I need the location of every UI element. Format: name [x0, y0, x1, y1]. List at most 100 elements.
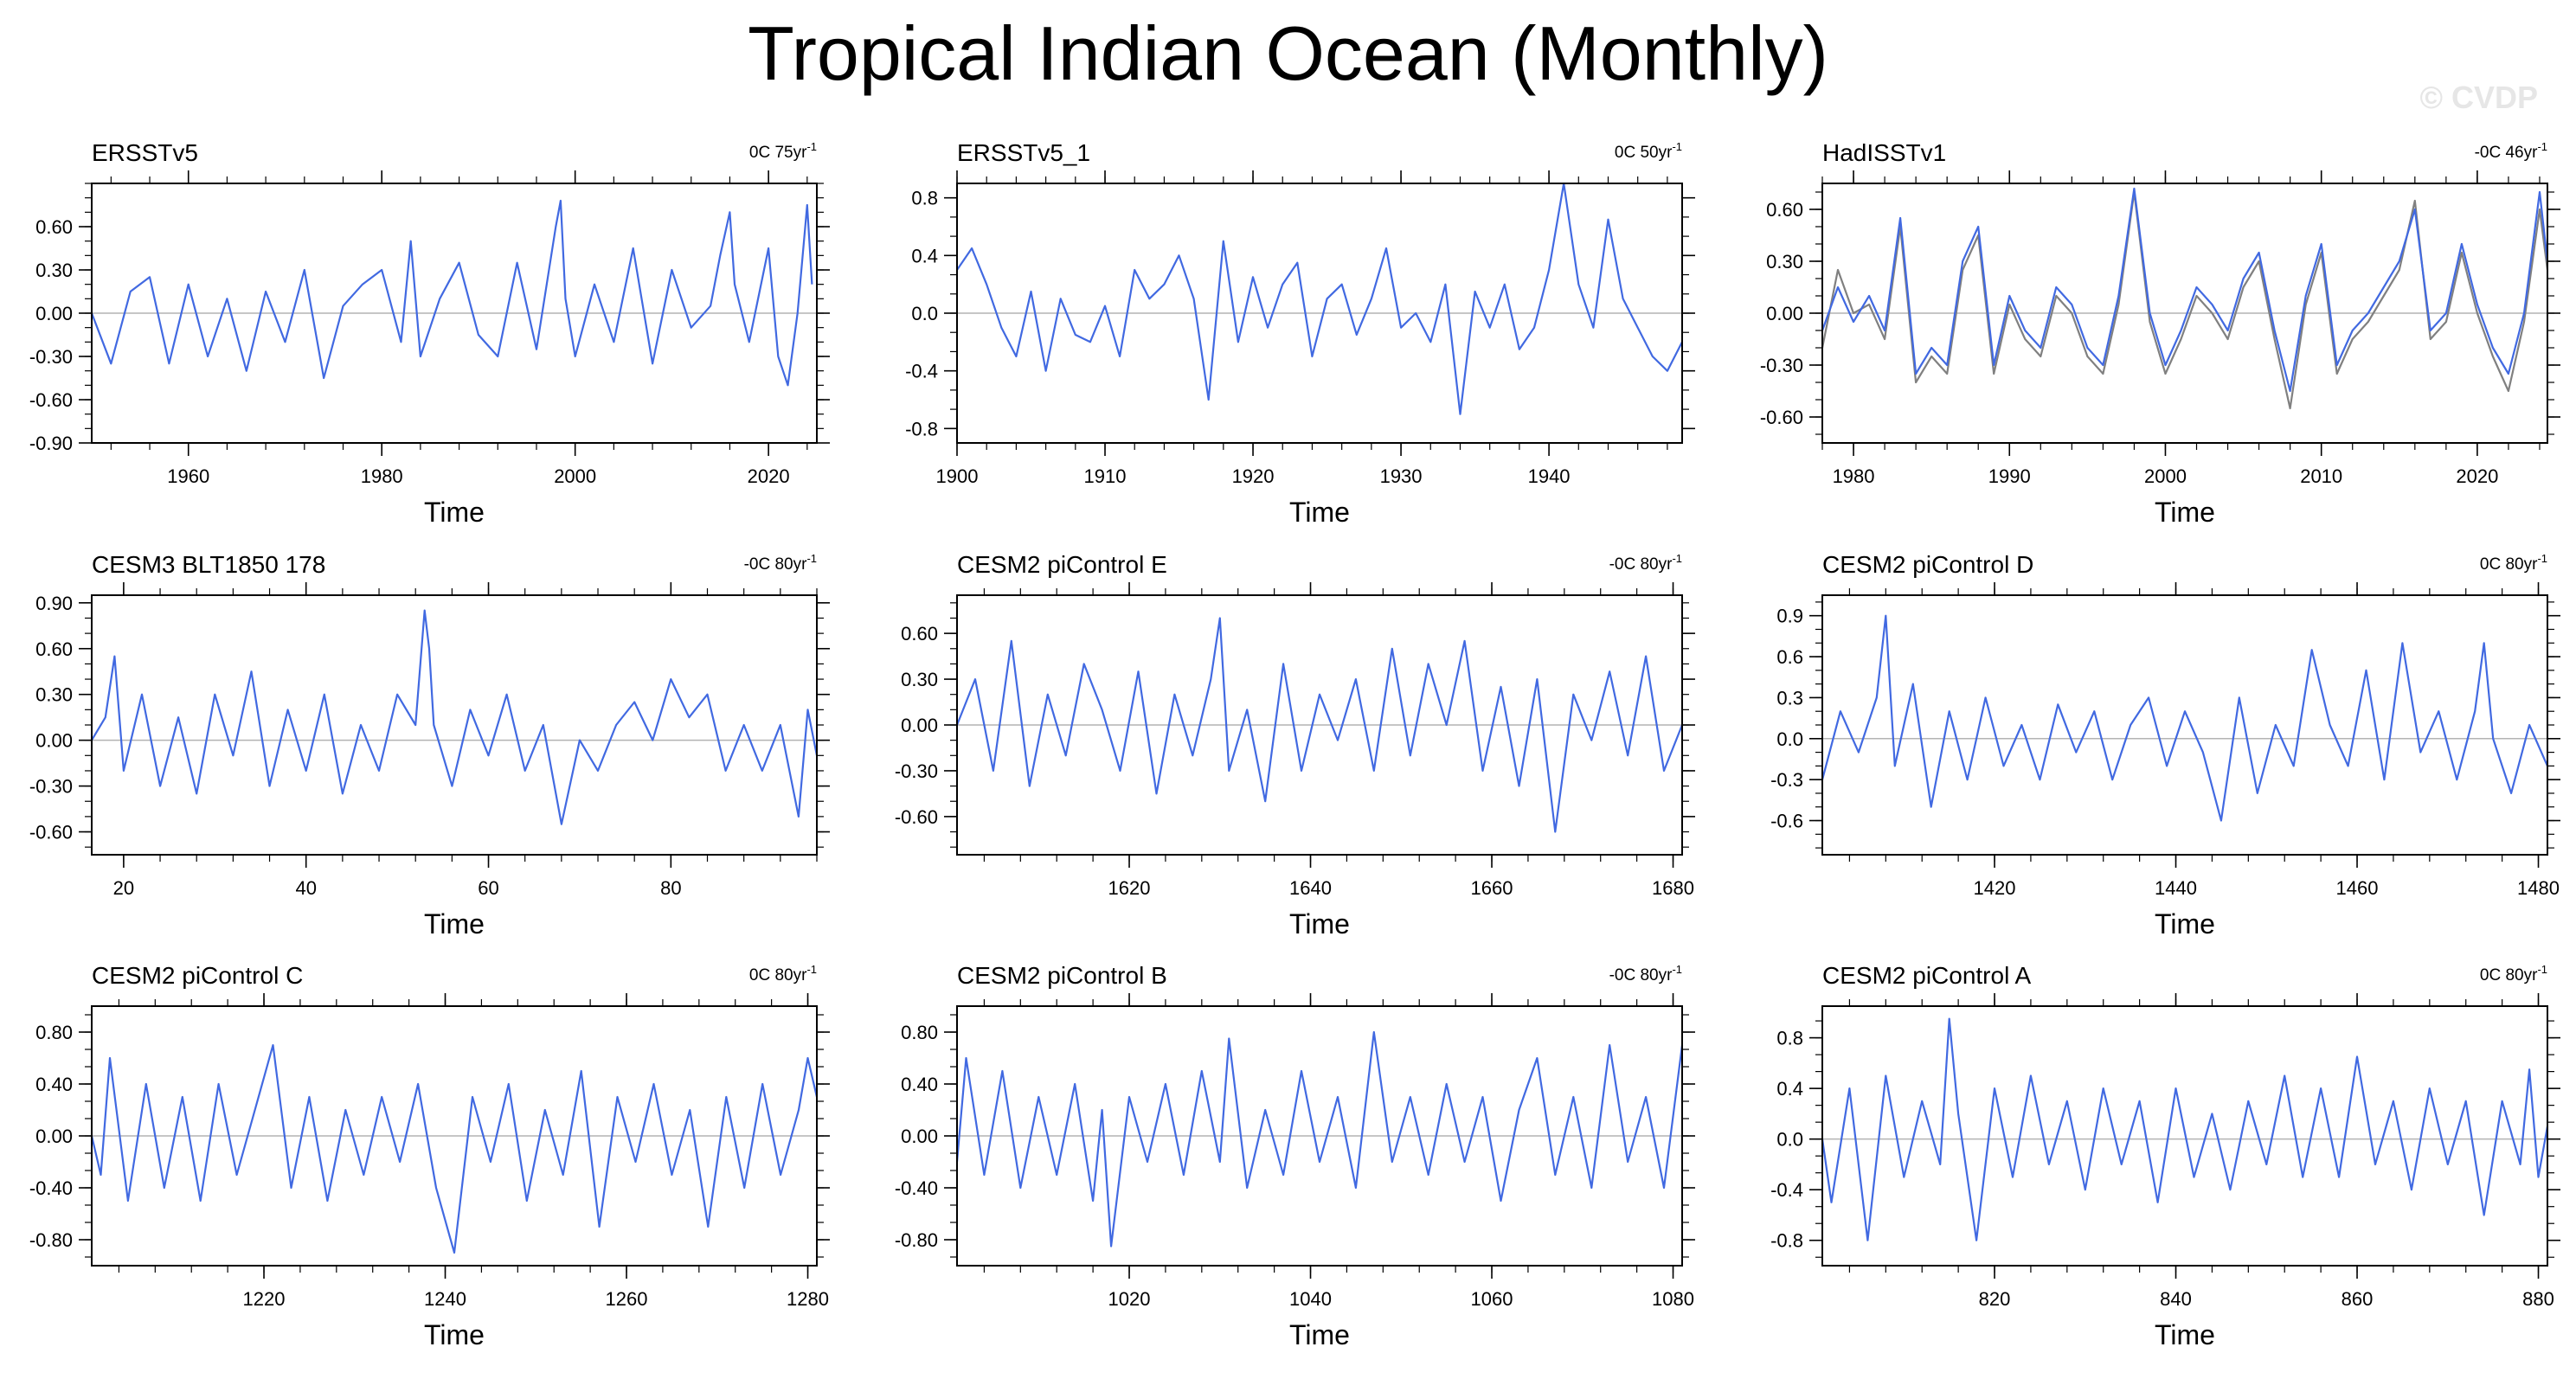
y-tick-label: 0.00	[35, 303, 73, 324]
x-tick-label: 880	[2522, 1288, 2554, 1310]
x-axis-label: Time	[424, 497, 485, 528]
x-tick-label: 1240	[424, 1288, 466, 1310]
y-tick-label: -0.40	[895, 1177, 938, 1199]
x-tick-label: 820	[1979, 1288, 2011, 1310]
trend-value: 0C 50yr	[1615, 144, 1673, 162]
x-tick-label: 80	[660, 877, 681, 899]
x-tick-label: 1930	[1380, 465, 1423, 487]
trend-label: -0C 46yr-1	[2475, 140, 2547, 162]
primary-series-line	[955, 617, 1684, 833]
chart-title: CESM2 piControl D	[1822, 551, 2033, 578]
y-tick-label: -0.3	[1770, 769, 1803, 791]
y-tick-label: -0.60	[29, 389, 73, 411]
secondary-series-line	[1821, 190, 2549, 410]
y-tick-label: 0.00	[901, 1126, 938, 1147]
x-tick-label: 1480	[2517, 877, 2560, 899]
trend-exponent: -1	[1672, 552, 1682, 565]
plot-frame	[956, 183, 1683, 444]
chart-title: CESM2 piControl C	[92, 962, 303, 989]
y-tick-label: -0.30	[29, 776, 73, 798]
y-tick-label: 0.90	[35, 593, 73, 614]
trend-value: -0C 46yr	[2475, 144, 2539, 162]
x-tick-label: 2020	[748, 465, 790, 487]
trend-value: 0C 80yr	[2480, 555, 2538, 574]
x-tick-label: 1620	[1108, 877, 1151, 899]
chart-title: CESM3 BLT1850 178	[92, 551, 325, 578]
y-tick-label: -0.6	[1770, 811, 1803, 832]
y-tick-label: 0.0	[911, 303, 938, 324]
y-tick-label: 0.30	[901, 669, 938, 690]
primary-series-line	[1821, 1017, 2549, 1241]
y-tick-label: -0.4	[1770, 1179, 1803, 1201]
x-tick-label: 40	[295, 877, 316, 899]
y-tick-label: 0.30	[1766, 251, 1803, 273]
primary-series-line	[90, 1043, 819, 1254]
chart-panel-7: CESM2 piControl C 0C 80yr-1 1220 1240 1260 12…	[29, 962, 830, 1350]
chart-panel-8: CESM2 piControl B -0C 80yr-1 1020 1040 1060 1…	[895, 962, 1695, 1350]
y-tick-label: 0.4	[1776, 1078, 1803, 1100]
trend-exponent: -1	[2537, 140, 2547, 153]
y-tick-label: 0.60	[1766, 199, 1803, 221]
y-tick-label: -0.60	[895, 806, 938, 828]
plot-frame	[91, 1005, 818, 1267]
y-tick-label: -0.80	[895, 1229, 938, 1251]
x-tick-label: 1420	[1974, 877, 2016, 899]
y-tick-label: 0.4	[911, 245, 938, 266]
trend-label: 0C 80yr-1	[2480, 552, 2547, 574]
x-tick-label: 1660	[1471, 877, 1513, 899]
x-tick-label: 1940	[1528, 465, 1571, 487]
y-tick-label: -0.80	[29, 1229, 73, 1251]
y-tick-label: 0.30	[35, 260, 73, 281]
trend-label: -0C 80yr-1	[1609, 963, 1682, 985]
chart-panel-4: CESM3 BLT1850 178 -0C 80yr-1 20 40 60 80 -0.60…	[29, 551, 830, 940]
y-tick-label: -0.60	[1760, 407, 1803, 428]
y-tick-label: 0.40	[901, 1074, 938, 1095]
y-tick-label: 0.3	[1776, 687, 1803, 709]
trend-value: -0C 80yr	[1609, 555, 1673, 574]
y-tick-label: -0.8	[1770, 1230, 1803, 1252]
chart-title: ERSSTv5	[92, 139, 198, 166]
x-tick-label: 1060	[1471, 1288, 1513, 1310]
trend-value: -0C 80yr	[744, 555, 808, 574]
x-tick-label: 2010	[2300, 465, 2342, 487]
trend-exponent: -1	[806, 552, 817, 565]
trend-value: 0C 80yr	[2480, 966, 2538, 985]
y-tick-label: -0.30	[29, 346, 73, 368]
x-axis-label: Time	[2155, 908, 2215, 940]
x-tick-label: 1680	[1652, 877, 1694, 899]
plot-frame	[1821, 1005, 2548, 1267]
plot-frame	[1821, 594, 2548, 856]
x-axis-label: Time	[1289, 497, 1350, 528]
trend-exponent: -1	[806, 140, 817, 153]
x-axis-label: Time	[2155, 497, 2215, 528]
x-axis-label: Time	[424, 1319, 485, 1350]
y-tick-label: 0.60	[35, 638, 73, 660]
y-tick-label: 0.80	[901, 1022, 938, 1043]
chart-title: CESM2 piControl A	[1822, 962, 2032, 989]
primary-series-line	[91, 609, 819, 825]
x-tick-label: 2000	[2144, 465, 2187, 487]
x-tick-label: 1960	[167, 465, 209, 487]
chart-title: ERSSTv5_1	[957, 139, 1090, 166]
page-title: Tropical Indian Ocean (Monthly)	[748, 10, 1828, 96]
x-tick-label: 1640	[1289, 877, 1332, 899]
y-tick-label: 0.00	[35, 1126, 73, 1147]
x-tick-label: 20	[113, 877, 134, 899]
x-tick-label: 860	[2342, 1288, 2374, 1310]
y-tick-label: 0.9	[1776, 606, 1803, 627]
plot-frame	[91, 594, 818, 856]
trend-exponent: -1	[2537, 552, 2547, 565]
x-tick-label: 2020	[2456, 465, 2498, 487]
trend-exponent: -1	[806, 963, 817, 976]
x-tick-label: 1260	[606, 1288, 648, 1310]
trend-label: 0C 80yr-1	[749, 963, 817, 985]
x-tick-label: 1990	[1988, 465, 2031, 487]
y-tick-label: -0.8	[905, 418, 938, 439]
chart-panel-2: ERSSTv5_1 0C 50yr-1 1900 1910 1920 1930 1940 -0…	[905, 139, 1695, 528]
y-tick-label: 0.30	[35, 684, 73, 706]
x-tick-label: 1080	[1652, 1288, 1694, 1310]
x-axis-label: Time	[1289, 908, 1350, 940]
plot-frame	[91, 183, 818, 444]
primary-series-line	[1821, 614, 2549, 822]
y-tick-label: 0.80	[35, 1022, 73, 1043]
